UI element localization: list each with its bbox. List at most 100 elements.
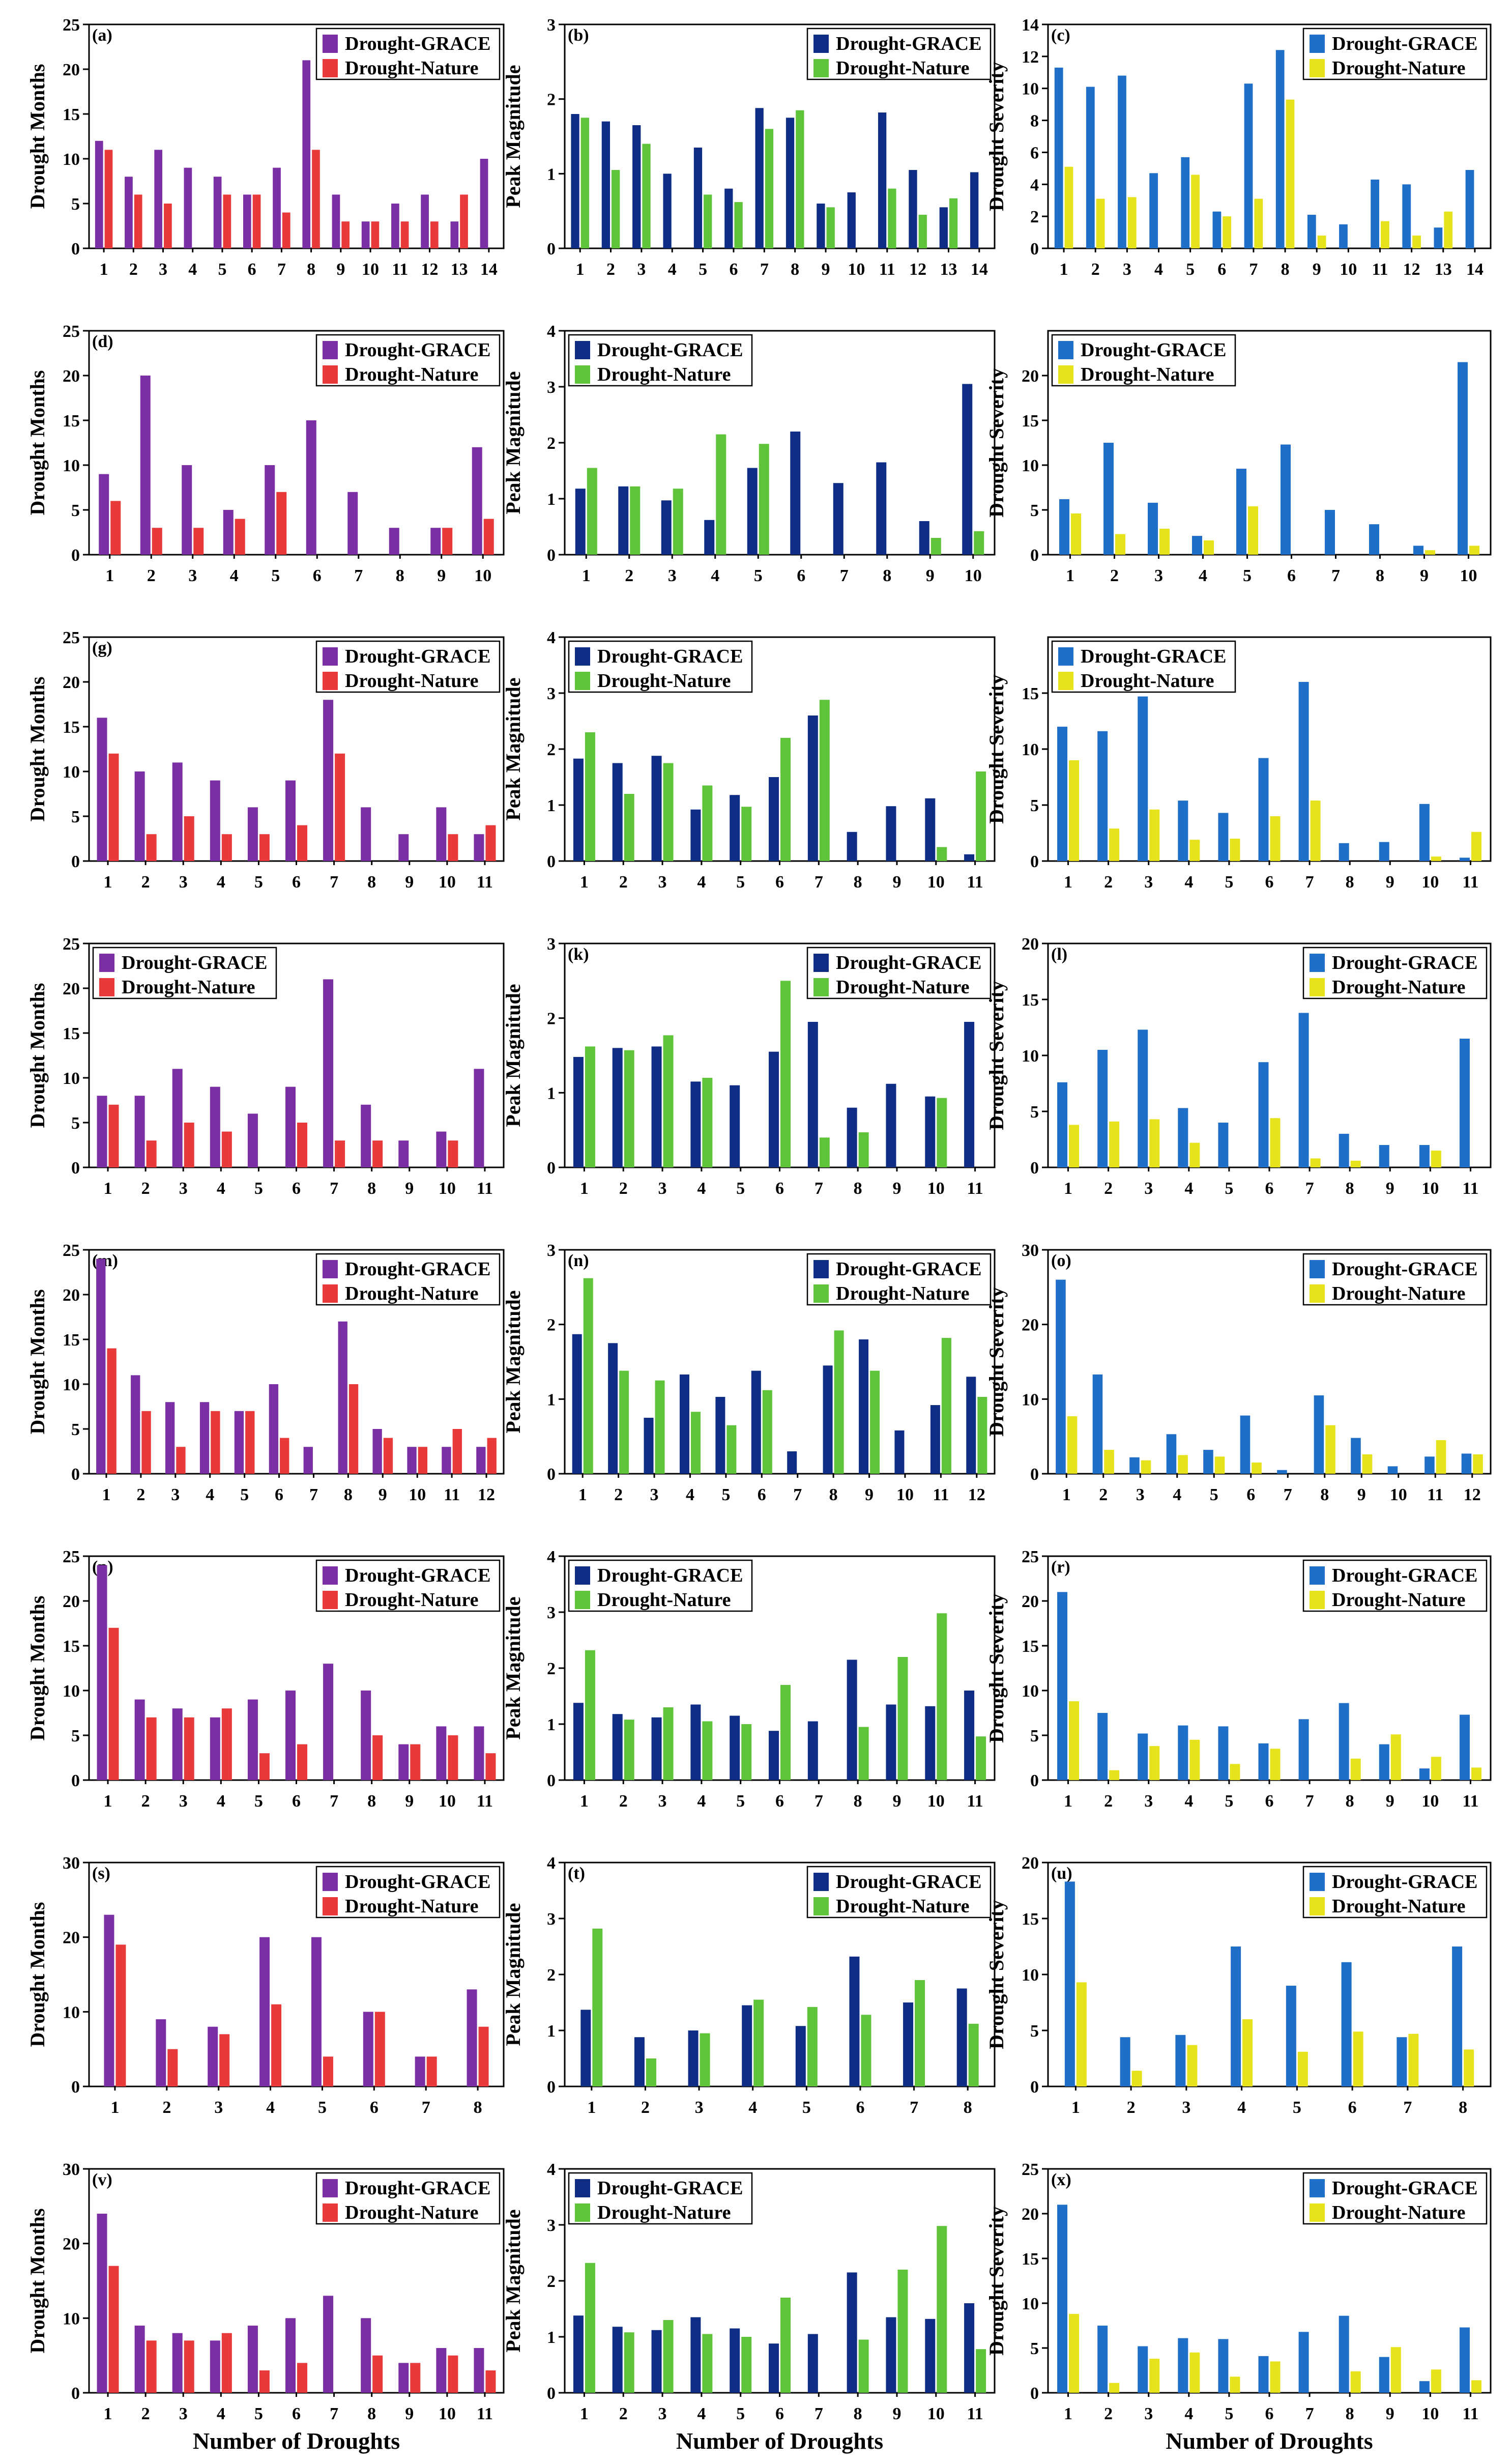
x-tick-label: 2 xyxy=(129,260,138,279)
bar-drought-nature xyxy=(663,763,674,861)
legend-box xyxy=(1302,2172,1488,2225)
legend-label: Drought-Nature xyxy=(597,2202,731,2223)
x-tick-label: 11 xyxy=(1462,873,1478,892)
bar-drought-grace xyxy=(964,1691,975,1780)
bar-drought-nature xyxy=(371,221,380,248)
legend-label: Drought-Nature xyxy=(1332,1589,1465,1611)
bar-drought-grace xyxy=(690,1704,701,1780)
x-tick-label: 1 xyxy=(1062,1485,1071,1504)
bar-drought-grace xyxy=(1459,857,1470,861)
bar-drought-nature xyxy=(483,519,494,555)
bar-drought-grace xyxy=(1057,1592,1068,1780)
bar-drought-nature xyxy=(1109,1770,1120,1780)
legend-swatch xyxy=(1058,365,1073,384)
legend-box xyxy=(806,1253,992,1306)
bar-drought-grace xyxy=(612,2327,623,2393)
bar-drought-grace xyxy=(1086,87,1095,249)
bar-drought-grace xyxy=(210,1717,220,1780)
bar-drought-nature xyxy=(1270,2361,1281,2393)
legend-box xyxy=(315,334,501,387)
legend-label: Drought-Nature xyxy=(1081,670,1214,692)
bar-drought-nature xyxy=(1069,1125,1080,1167)
y-tick-label: 0 xyxy=(71,546,80,565)
bar-drought-nature xyxy=(487,1438,497,1474)
y-axis-label: Drought Months xyxy=(26,2209,49,2354)
x-tick-label: 6 xyxy=(1265,873,1274,892)
x-tick-label: 6 xyxy=(248,260,256,279)
legend-box xyxy=(568,334,753,387)
x-tick-label: 7 xyxy=(840,566,849,585)
bar-drought-grace xyxy=(269,1384,279,1474)
x-tick-label: 6 xyxy=(758,1485,766,1504)
legend-box xyxy=(315,1253,501,1306)
bar-drought-nature xyxy=(834,1330,844,1474)
x-tick-label: 7 xyxy=(1331,566,1340,585)
bar-drought-nature xyxy=(1350,1758,1361,1780)
bar-drought-grace xyxy=(1059,499,1069,555)
bar-drought-nature xyxy=(282,212,290,248)
plot-frame xyxy=(564,23,996,249)
x-tick-label: 5 xyxy=(802,2098,811,2117)
x-tick-label: 6 xyxy=(275,1485,283,1504)
y-tick-label: 25 xyxy=(63,935,80,954)
bar-drought-grace xyxy=(644,1418,654,1474)
bar-drought-nature xyxy=(1204,540,1214,555)
x-tick-label: 3 xyxy=(1154,566,1163,585)
y-tick-label: 2 xyxy=(547,434,556,453)
bar-drought-grace xyxy=(1178,1725,1188,1780)
y-tick-label: 10 xyxy=(63,1069,80,1088)
bar-drought-grace xyxy=(285,1691,296,1780)
legend-swatch xyxy=(1310,1591,1325,1609)
y-axis-label: Peak Magnitude xyxy=(502,2209,525,2352)
bar-drought-nature xyxy=(655,1380,665,1474)
bar-drought-grace xyxy=(747,468,758,555)
bar-drought-nature xyxy=(442,528,453,555)
y-axis-label: Peak Magnitude xyxy=(502,65,525,208)
x-tick-label: 8 xyxy=(1346,873,1354,892)
bar-drought-grace xyxy=(131,1375,140,1474)
bar-drought-grace xyxy=(1218,1726,1229,1780)
x-tick-label: 4 xyxy=(1184,1792,1193,1811)
x-tick-label: 10 xyxy=(439,873,456,892)
bar-drought-nature xyxy=(485,1753,496,1780)
chart-panel-l: 0 5 10 15 20 Drought Severity (l) 1 2 3 4 5 6 7 8 9 10 11… xyxy=(985,935,1492,1198)
y-tick-label: 15 xyxy=(63,718,80,737)
x-tick-label: 5 xyxy=(254,2404,263,2423)
bar-drought-nature xyxy=(1362,1454,1373,1474)
x-tick-label: 11 xyxy=(1462,2404,1478,2423)
bar-drought-nature xyxy=(372,1735,383,1780)
bar-drought-grace xyxy=(323,700,334,861)
legend-box xyxy=(315,1866,501,1919)
bar-drought-nature xyxy=(1214,1456,1225,1474)
legend-box xyxy=(806,947,992,999)
panel-label: (r) xyxy=(1051,1558,1070,1577)
legend-label: Drought-GRACE xyxy=(836,1258,981,1280)
bar-drought-grace xyxy=(1307,215,1316,248)
y-tick-label: 20 xyxy=(1022,367,1039,386)
x-tick-label: 6 xyxy=(775,2404,784,2423)
legend-label: Drought-Nature xyxy=(345,2202,478,2223)
bar-drought-nature xyxy=(1353,2031,1363,2086)
panel-label: (c) xyxy=(1051,26,1070,45)
x-tick-label: 10 xyxy=(927,1179,945,1198)
legend-label: Drought-Nature xyxy=(836,977,969,998)
y-tick-label: 10 xyxy=(63,150,80,169)
chart-panel-u: 0 5 10 15 20 Drought Severity (u) 1 2 3 4 5 6 7 8 Droug… xyxy=(985,1854,1492,2117)
bar-drought-nature xyxy=(108,1104,119,1167)
y-tick-label: 20 xyxy=(1022,2205,1039,2224)
x-tick-label: 1 xyxy=(580,1792,589,1811)
x-tick-label: 5 xyxy=(736,1179,745,1198)
bar-drought-nature xyxy=(612,170,620,248)
bar-drought-grace xyxy=(361,1104,371,1167)
bar-drought-nature xyxy=(1390,1734,1401,1780)
x-tick-label: 5 xyxy=(1293,2098,1301,2117)
legend-box xyxy=(315,640,501,693)
bar-drought-grace xyxy=(919,521,929,555)
y-axis-label: Drought Severity xyxy=(985,1900,1008,2049)
x-tick-label: 4 xyxy=(217,1179,225,1198)
x-tick-label: 8 xyxy=(367,2404,376,2423)
bar-drought-nature xyxy=(1436,1440,1446,1474)
bar-drought-nature xyxy=(1242,2019,1253,2086)
bar-drought-nature xyxy=(1381,221,1389,248)
